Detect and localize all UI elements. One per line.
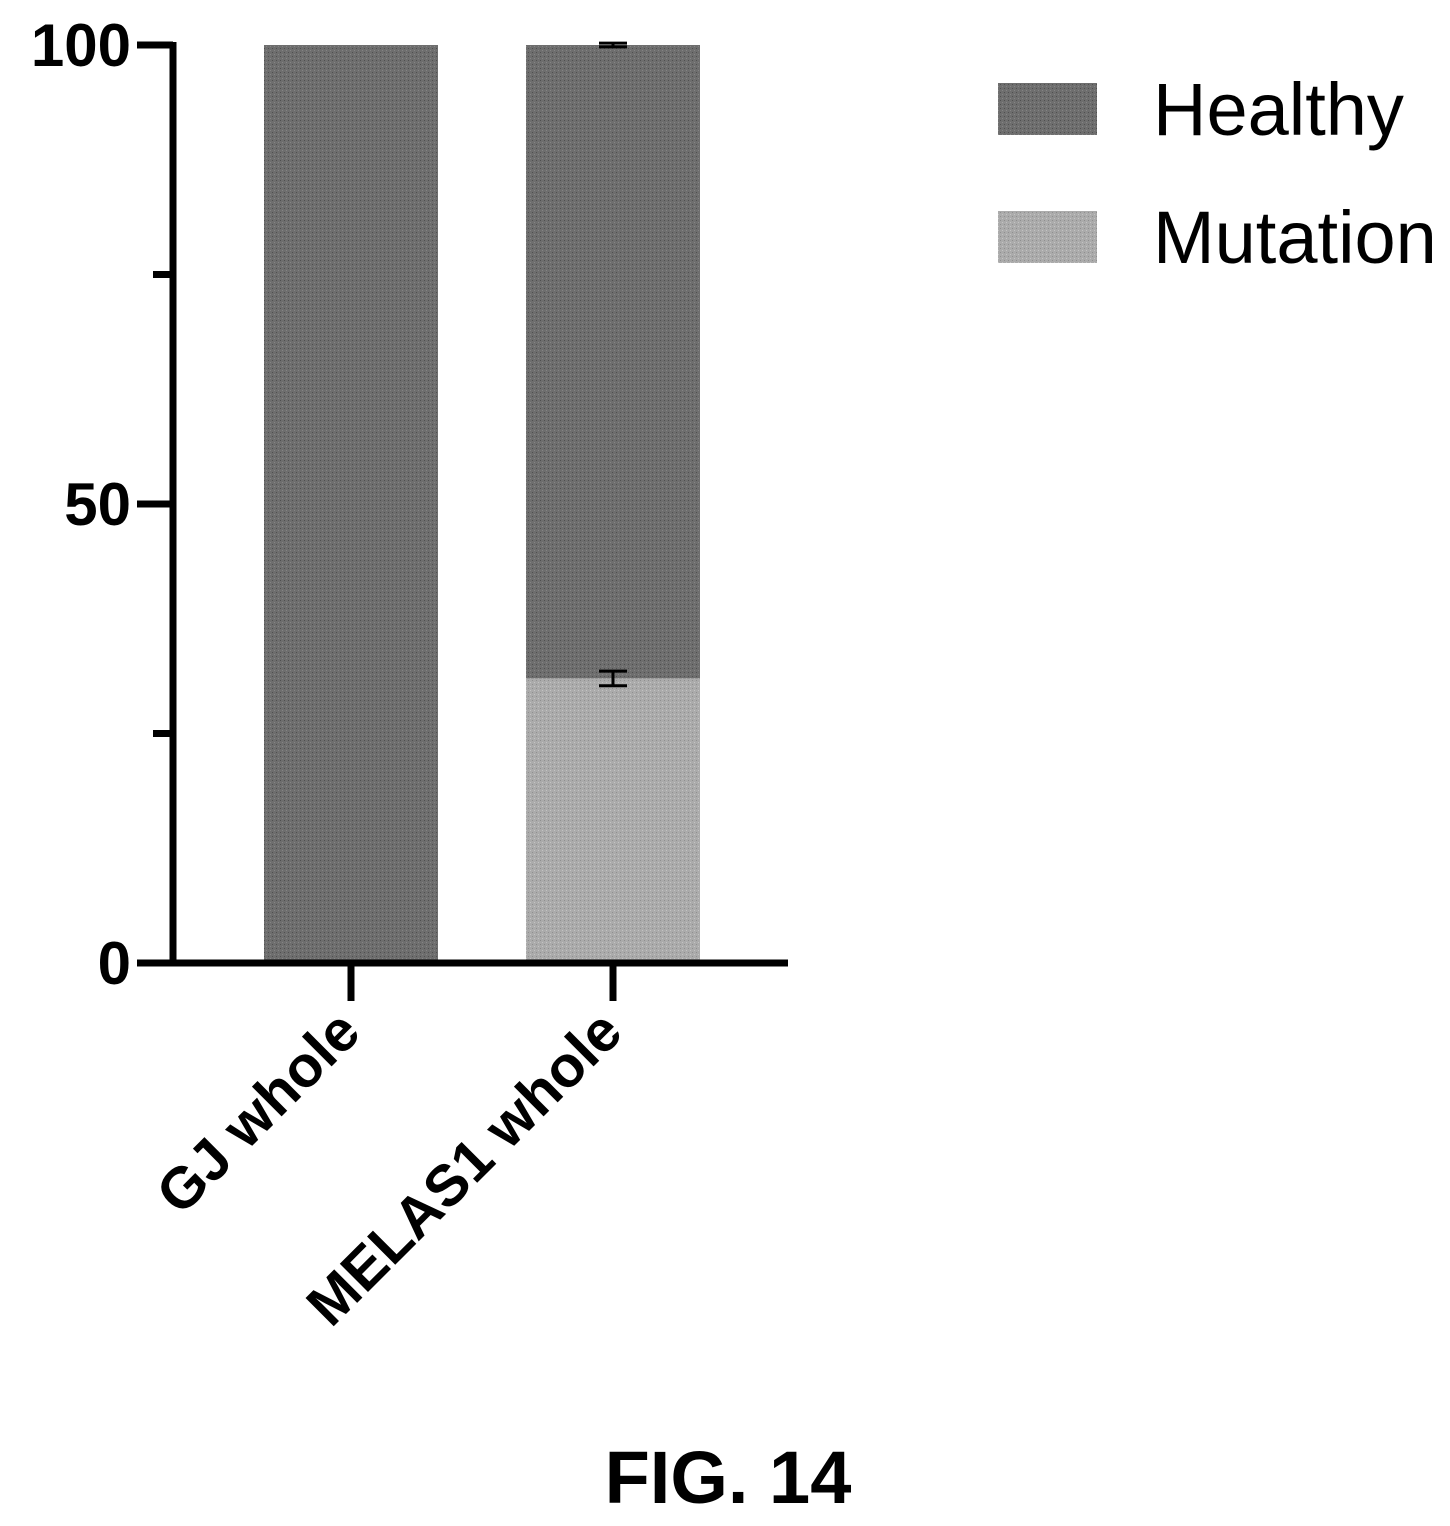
legend-item-mutation: Mutation [998,196,1437,279]
bar-mutation-melas1-whole [526,678,700,963]
axes-layer [137,41,788,1001]
bar-healthy-gj-whole [264,45,438,963]
legend-swatch-mutation [998,211,1097,263]
legend: Healthy Mutation [998,68,1437,279]
error-bars-layer [599,41,627,688]
legend-swatch-healthy [998,83,1097,135]
y-tick-label-0: 0 [98,930,131,997]
x-tick-label-gj-whole: GJ whole [144,998,372,1226]
error-bar-mutation-melas1-whole [599,669,627,688]
bar-healthy-melas1-whole [526,45,700,679]
bars-layer [264,45,700,963]
error-bar-healthy-melas1-whole [599,41,627,49]
y-tick-label-100: 100 [31,12,131,79]
figure-caption: FIG. 14 [605,1436,852,1519]
legend-item-healthy: Healthy [998,68,1404,151]
legend-label-healthy: Healthy [1153,68,1404,151]
y-tick-label-50: 50 [64,471,131,538]
legend-label-mutation: Mutation [1153,196,1437,279]
